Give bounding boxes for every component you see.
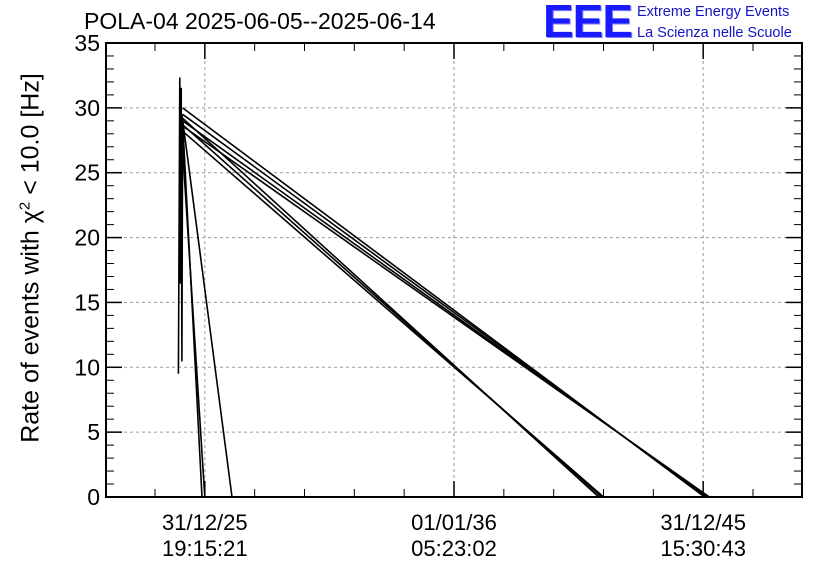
y-tick-label: 35 <box>74 30 100 56</box>
series-line-0 <box>177 77 184 374</box>
y-tick-label: 10 <box>74 354 100 380</box>
data-series <box>177 77 710 498</box>
x-tick-label: 01/01/36 05:23:02 <box>411 510 497 562</box>
y-axis-label-sup: 2 <box>16 201 34 211</box>
eee-logo-mark: EEE <box>543 0 633 47</box>
series-line-4 <box>182 117 600 498</box>
x-tick-time: 05:23:02 <box>411 536 497 561</box>
y-tick-label: 5 <box>87 419 100 445</box>
y-tick-label: 25 <box>74 160 100 186</box>
x-tick-time: 15:30:43 <box>660 536 746 561</box>
chart-title: POLA-04 2025-06-05--2025-06-14 <box>84 8 436 34</box>
grid-lines <box>106 43 802 497</box>
y-tick-label: 30 <box>74 95 100 121</box>
y-tick-label: 20 <box>74 225 100 251</box>
x-tick-date: 01/01/36 <box>411 510 497 535</box>
x-tick-label: 31/12/25 19:15:21 <box>162 510 248 562</box>
series-line-2 <box>180 127 206 498</box>
x-tick-date: 31/12/45 <box>660 510 746 535</box>
logo-line-1: Extreme Energy Events <box>637 4 790 20</box>
x-tick-time: 19:15:21 <box>162 536 248 561</box>
x-tick-label: 31/12/45 15:30:43 <box>660 510 746 562</box>
y-axis-label: Rate of events with χ2 < 10.0 [Hz] <box>16 73 45 443</box>
y-tick-label: 15 <box>74 289 100 315</box>
y-axis-label-suffix: < 10.0 [Hz] <box>16 73 45 202</box>
axis-ticks <box>106 42 802 498</box>
y-tick-labels: 0 5 10 15 20 25 30 35 <box>74 30 100 510</box>
logo-line-2: La Scienza nelle Scuole <box>637 25 792 41</box>
y-axis-label-chi: χ <box>16 210 45 224</box>
x-tick-date: 31/12/25 <box>162 510 248 535</box>
series-line-10 <box>182 125 710 498</box>
series-line-3 <box>181 114 233 498</box>
y-tick-label: 0 <box>87 484 100 510</box>
series-line-6 <box>182 130 605 498</box>
y-axis-label-prefix: Rate of events with <box>16 230 45 443</box>
